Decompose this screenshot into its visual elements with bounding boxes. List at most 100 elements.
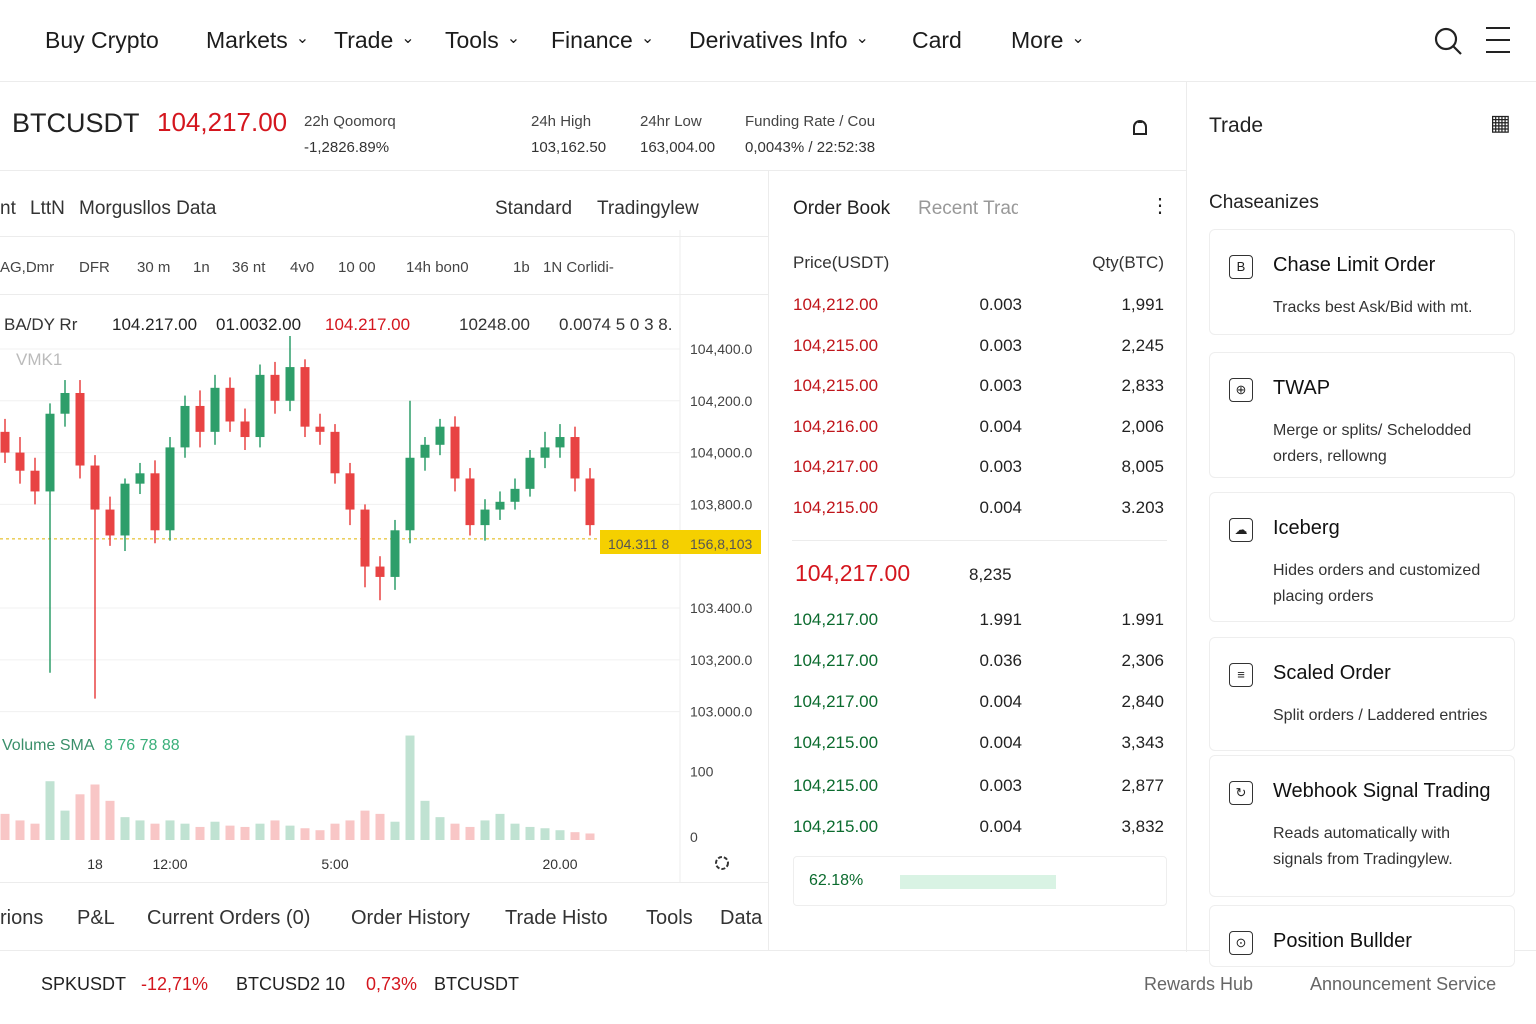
panel-icon[interactable]: ▦ [1490, 110, 1511, 135]
asks-qty: 0.003 [979, 295, 1022, 314]
candle-body [0, 431, 10, 453]
asks-price: 104,215.00 [793, 376, 879, 395]
ratio-box [793, 856, 1167, 906]
interval[interactable]: 1b [513, 259, 530, 276]
panel-title: Trade [1209, 114, 1264, 137]
strategy-card[interactable] [1209, 229, 1515, 335]
volume-bar [15, 820, 25, 840]
card-desc: Merge or splits/ Schelodded orders, rell… [1273, 422, 1472, 465]
nav-item[interactable]: Card [912, 27, 962, 53]
strategy-card[interactable] [1209, 492, 1515, 622]
chart-tab[interactable]: nt [0, 198, 16, 219]
candle-body [375, 566, 385, 577]
chart-tab[interactable]: Tradingylew [597, 198, 699, 219]
footer-link[interactable]: Rewards Hub [1144, 974, 1254, 994]
interval[interactable]: 4v0 [290, 259, 315, 276]
candle-body [105, 509, 115, 536]
asks-price: 104,215.00 [793, 336, 879, 355]
volume-label: Volume SMA [2, 737, 95, 754]
strategy-card[interactable] [1209, 637, 1515, 751]
nav-item[interactable]: Buy Crypto [45, 27, 159, 53]
chart-tab[interactable]: Morgusllos Data [79, 198, 217, 219]
y-tick-label: 104,200.0 [690, 393, 752, 409]
divider [792, 540, 1167, 541]
strategy-card[interactable] [1209, 755, 1515, 897]
nav-item[interactable]: Derivatives Info ⌄ [689, 27, 869, 53]
nav-item[interactable]: Trade ⌄ [334, 27, 415, 53]
asks-total: 2,245 [1121, 336, 1164, 355]
strategy-card[interactable] [1209, 905, 1515, 967]
ob-header: Qty(BTC) [1092, 253, 1164, 272]
ohlc-pair: BA/DY Rr [4, 315, 78, 334]
bottom-tab[interactable]: rions [0, 907, 44, 929]
candle-body [150, 473, 160, 531]
candle-body [30, 470, 40, 492]
interval[interactable]: 1N Corlidi- [543, 259, 614, 276]
interval[interactable]: AG,Dmr [0, 259, 55, 276]
asks-qty: 0.003 [979, 457, 1022, 476]
y-tick-label: 104,400.0 [690, 341, 752, 357]
footer-change: -12,71% [141, 974, 209, 994]
nav-item[interactable]: Tools ⌄ [445, 27, 521, 53]
interval[interactable]: 14h bon0 [406, 259, 469, 276]
candle-body [165, 447, 175, 531]
chevron: ⌄ [1071, 30, 1085, 47]
bottom-tab[interactable]: Trade Histo [505, 907, 608, 929]
ob-menu[interactable]: ⋮ [1150, 195, 1170, 217]
ob-tab[interactable]: Recent Trades [918, 199, 1018, 218]
volume-bar [225, 825, 235, 840]
nav-item[interactable]: Markets ⌄ [206, 27, 310, 53]
interval[interactable]: 30 m [137, 259, 171, 276]
nav-item[interactable]: More ⌄ [1011, 27, 1085, 53]
footer-symbol[interactable]: BTCUSD2 10 [236, 974, 346, 994]
asks-total: 1,991 [1121, 295, 1164, 314]
card-title: Webhook Signal Trading [1273, 780, 1491, 802]
divider [0, 236, 768, 237]
volume-bar [240, 826, 250, 840]
bottom-tab[interactable]: Tools [646, 907, 693, 929]
bids-price: 104,217.00 [793, 651, 879, 670]
candle-body [195, 405, 205, 432]
candle-body [360, 509, 370, 567]
asks-price: 104,215.00 [793, 498, 879, 517]
interval[interactable]: 1n [193, 259, 210, 276]
symbol[interactable]: BTCUSDT [12, 108, 140, 138]
bottom-tab[interactable]: P&L [77, 907, 115, 929]
header-icons [1434, 27, 1510, 55]
candle-body [45, 413, 55, 492]
bids-qty: 1.991 [979, 610, 1022, 629]
settings-icon[interactable] [712, 853, 732, 873]
bottom-tab[interactable]: Data [720, 907, 763, 929]
bids-total: 1.991 [1121, 610, 1164, 629]
bell-icon[interactable] [1128, 116, 1152, 140]
volume-bar [120, 817, 130, 840]
nav-item[interactable]: Finance ⌄ [551, 27, 655, 53]
divider [0, 81, 1536, 82]
divider [0, 170, 1186, 171]
volume-bar [405, 735, 415, 840]
volume-bar [480, 820, 490, 840]
asks-qty: 0.004 [979, 417, 1022, 436]
ohlc-high: 01.0032.00 [216, 315, 302, 334]
bottom-tab[interactable]: Current Orders (0) [147, 907, 311, 929]
bottom-tab[interactable]: Order History [351, 907, 470, 929]
chevron: ⌄ [401, 30, 415, 47]
footer-symbol[interactable]: BTCUSDT [434, 974, 519, 994]
card-desc: Reads automatically with signals from Tr… [1273, 825, 1453, 868]
footer-symbol[interactable]: SPKUSDT [41, 974, 127, 994]
asks-total: 8,005 [1121, 457, 1164, 476]
volume-bar [375, 813, 385, 840]
strategy-card[interactable] [1209, 352, 1515, 478]
chart-tab[interactable]: LttN [30, 198, 65, 219]
chart-tab[interactable]: Standard [495, 198, 573, 219]
interval[interactable]: DFR [79, 259, 110, 276]
ob-tab[interactable]: Order Book [793, 198, 891, 219]
bids-qty: 0.003 [979, 776, 1022, 795]
y-tick-label: 103,800.0 [690, 496, 752, 512]
interval[interactable]: 10 00 [338, 259, 376, 276]
interval[interactable]: 36 nt [232, 259, 266, 276]
candle-body [90, 465, 100, 510]
card-icon: ↻ [1229, 781, 1253, 805]
footer-link[interactable]: Announcement Service [1310, 974, 1497, 994]
volume-bar [345, 820, 355, 840]
